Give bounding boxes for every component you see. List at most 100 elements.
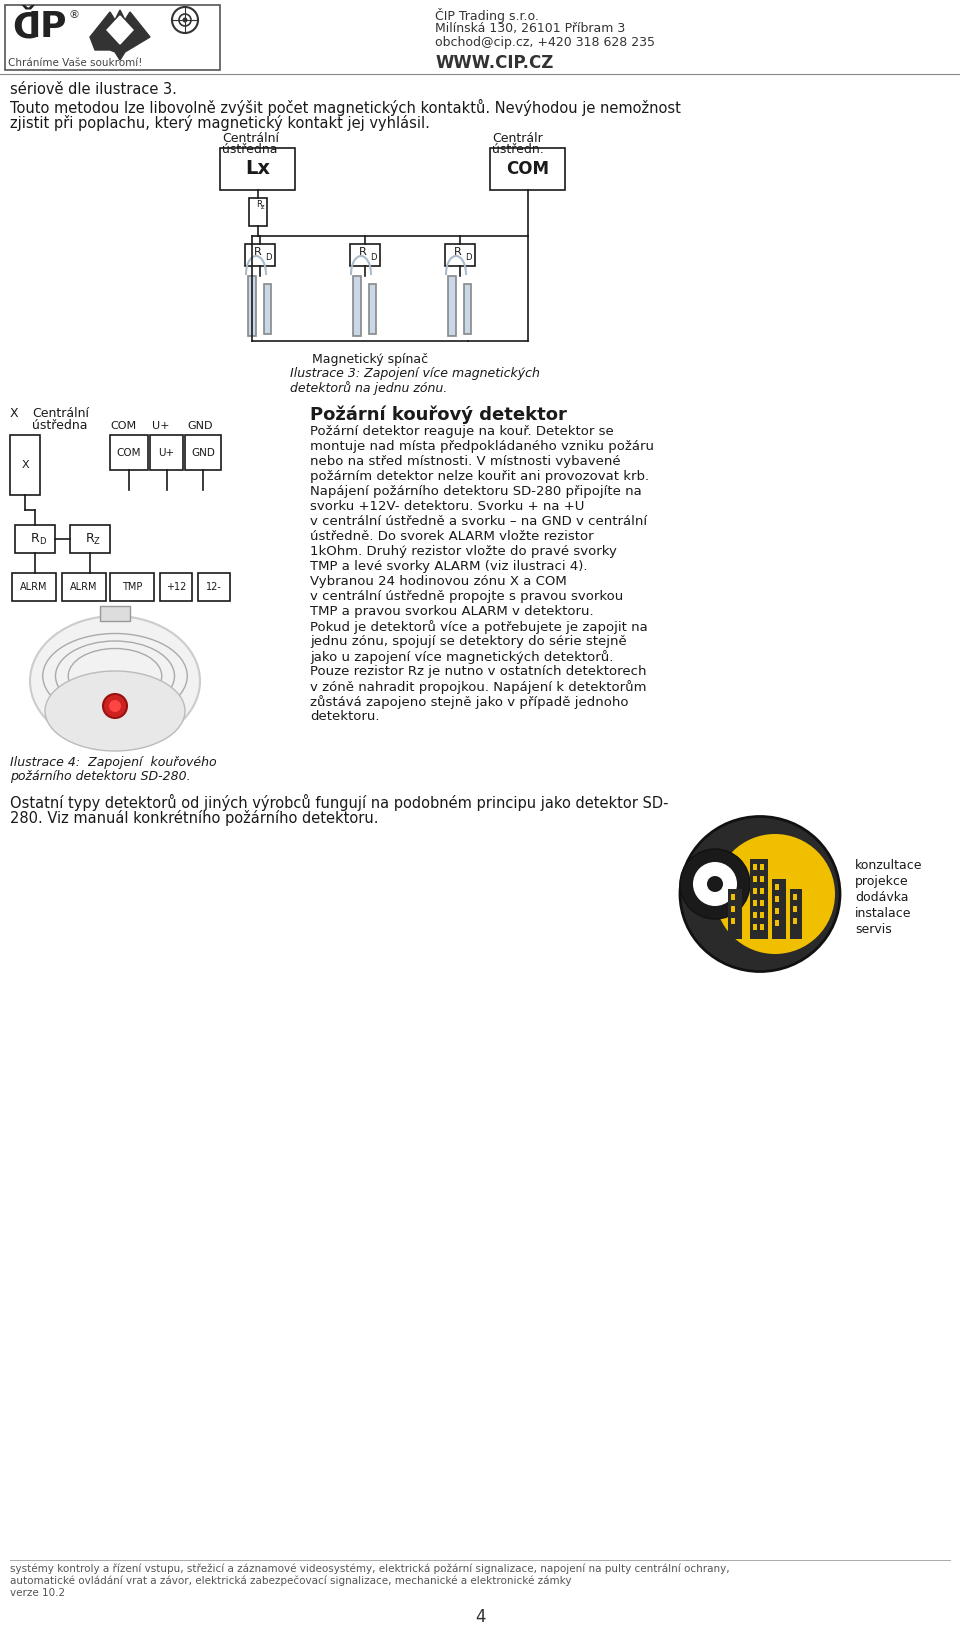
Text: R: R <box>85 532 94 545</box>
Text: jako u zapojení více magnetických detektorů.: jako u zapojení více magnetických detekt… <box>310 650 613 663</box>
Text: Pouze rezistor Rz je nutno v ostatních detektorech: Pouze rezistor Rz je nutno v ostatních d… <box>310 665 646 678</box>
Text: D: D <box>465 252 471 262</box>
Polygon shape <box>90 10 150 61</box>
Text: COM: COM <box>117 447 141 457</box>
Text: v centrální ústředně propojte s pravou svorkou: v centrální ústředně propojte s pravou s… <box>310 590 623 603</box>
Text: TMP a pravou svorkou ALARM v detektoru.: TMP a pravou svorkou ALARM v detektoru. <box>310 604 593 618</box>
Bar <box>760 924 764 930</box>
Bar <box>490 147 565 190</box>
Text: sériově dle ilustrace 3.: sériově dle ilustrace 3. <box>10 82 177 97</box>
Text: obchod@cip.cz, +420 318 628 235: obchod@cip.cz, +420 318 628 235 <box>435 36 655 49</box>
Text: Požární kouřový detektor: Požární kouřový detektor <box>310 405 566 424</box>
Text: I: I <box>28 10 41 44</box>
Text: ústředna: ústředna <box>222 143 277 156</box>
Text: v centrální ústředně a svorku – na GND v centrální: v centrální ústředně a svorku – na GND v… <box>310 514 647 527</box>
Bar <box>753 912 757 917</box>
Bar <box>350 244 380 265</box>
Bar <box>775 921 779 925</box>
Bar <box>793 906 797 912</box>
Text: zůstává zapojeno stejně jako v případě jednoho: zůstává zapojeno stejně jako v případě j… <box>310 695 629 709</box>
Text: instalace: instalace <box>855 907 911 921</box>
Text: Ilustrace 3: Zapojení více magnetických: Ilustrace 3: Zapojení více magnetických <box>290 367 540 380</box>
Bar <box>445 244 475 265</box>
Text: požárního detektoru SD-280.: požárního detektoru SD-280. <box>10 770 191 783</box>
Circle shape <box>707 876 723 893</box>
Circle shape <box>182 18 187 23</box>
Bar <box>731 917 735 924</box>
Text: ALRM: ALRM <box>70 581 98 591</box>
Bar <box>753 924 757 930</box>
Text: jednu zónu, spojují se detektory do série stejně: jednu zónu, spojují se detektory do séri… <box>310 636 627 649</box>
Bar <box>772 880 786 939</box>
Text: U+: U+ <box>158 447 175 457</box>
Bar <box>760 863 764 870</box>
Text: ALRM: ALRM <box>20 581 48 591</box>
Bar <box>728 889 742 939</box>
Bar <box>248 275 256 336</box>
Text: D: D <box>38 537 45 547</box>
Bar <box>70 526 110 554</box>
Text: R: R <box>256 200 262 210</box>
Text: Magnetický spínač: Magnetický spínač <box>312 354 428 365</box>
Bar <box>353 275 361 336</box>
Text: COM: COM <box>110 421 136 431</box>
Bar <box>264 283 271 334</box>
Bar <box>753 888 757 894</box>
Text: X: X <box>10 406 18 419</box>
Ellipse shape <box>45 672 185 750</box>
Text: dodávka: dodávka <box>855 891 908 904</box>
Text: Touto metodou lze libovolně zvýšit počet magnetických kontaktů. Nevýhodou je nem: Touto metodou lze libovolně zvýšit počet… <box>10 98 681 116</box>
Ellipse shape <box>30 616 200 745</box>
Text: verze 10.2: verze 10.2 <box>10 1587 65 1599</box>
Text: R: R <box>454 247 462 257</box>
Text: GND: GND <box>187 421 212 431</box>
Bar <box>448 275 456 336</box>
Text: U+: U+ <box>152 421 170 431</box>
Text: Centrálr: Centrálr <box>492 133 542 146</box>
Text: Ostatní typy detektorů od jiných výrobců fungují na podobném principu jako detek: Ostatní typy detektorů od jiných výrobců… <box>10 794 668 811</box>
Bar <box>464 283 471 334</box>
Bar <box>62 573 106 601</box>
Text: Lx: Lx <box>245 159 270 179</box>
Text: GND: GND <box>191 447 215 457</box>
Text: nebo na střed místnosti. V místnosti vybavené: nebo na střed místnosti. V místnosti vyb… <box>310 455 620 468</box>
Text: X: X <box>21 460 29 470</box>
Bar <box>160 573 192 601</box>
Bar <box>790 889 802 939</box>
Text: Požární detektor reaguje na kouř. Detektor se: Požární detektor reaguje na kouř. Detekt… <box>310 424 613 437</box>
Circle shape <box>172 7 198 33</box>
Text: D: D <box>265 252 272 262</box>
Text: montuje nad místa předpokládaného vzniku požáru: montuje nad místa předpokládaného vzniku… <box>310 441 654 454</box>
Text: ústředně. Do svorek ALARM vložte rezistor: ústředně. Do svorek ALARM vložte rezisto… <box>310 531 593 544</box>
Bar <box>731 906 735 912</box>
Bar <box>150 436 183 470</box>
Bar <box>793 917 797 924</box>
Bar <box>760 888 764 894</box>
Bar <box>760 912 764 917</box>
Text: 1kOhm. Druhý rezistor vložte do pravé svorky: 1kOhm. Druhý rezistor vložte do pravé sv… <box>310 545 617 559</box>
Text: detektorů na jednu zónu.: detektorů na jednu zónu. <box>290 382 447 395</box>
Ellipse shape <box>680 816 840 971</box>
Text: 280. Viz manuál konkrétního požárního detektoru.: 280. Viz manuál konkrétního požárního de… <box>10 811 378 826</box>
Text: Ilustrace 4:  Zapojení  kouřového: Ilustrace 4: Zapojení kouřového <box>10 757 217 768</box>
Bar <box>110 573 154 601</box>
Bar <box>775 896 779 903</box>
Text: projekce: projekce <box>855 875 908 888</box>
Text: Centrální: Centrální <box>222 133 279 146</box>
Text: 4: 4 <box>475 1609 485 1627</box>
Text: TMP: TMP <box>122 581 142 591</box>
Bar <box>100 606 130 621</box>
Text: ústředn.: ústředn. <box>492 143 543 156</box>
Bar <box>369 283 376 334</box>
Text: Centrální: Centrální <box>32 406 89 419</box>
Text: D: D <box>370 252 376 262</box>
Bar <box>15 526 55 554</box>
Bar <box>731 894 735 899</box>
Bar <box>5 5 220 70</box>
Text: systémy kontroly a řízení vstupu, střežicí a záznamové videosystémy, elektrická : systémy kontroly a řízení vstupu, střeži… <box>10 1564 730 1574</box>
Text: R: R <box>254 247 262 257</box>
Text: automatické ovládání vrat a závor, elektrická zabezpečovací signalizace, mechani: automatické ovládání vrat a závor, elekt… <box>10 1576 571 1587</box>
Text: zjistit při poplachu, který magnetický kontakt jej vyhlásil.: zjistit při poplachu, který magnetický k… <box>10 115 430 131</box>
Bar <box>775 885 779 889</box>
Text: ČIP Trading s.r.o.: ČIP Trading s.r.o. <box>435 8 539 23</box>
